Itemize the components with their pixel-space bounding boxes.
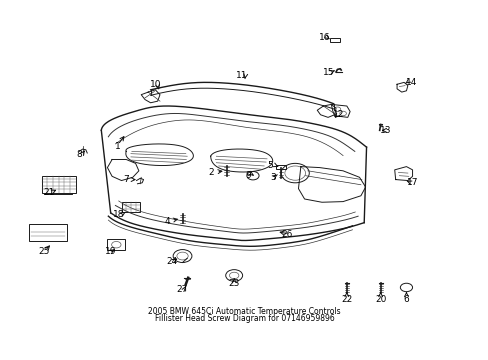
Text: 7: 7 — [123, 175, 129, 184]
Text: 12: 12 — [332, 110, 344, 119]
Bar — [121, 202, 140, 212]
Text: 11: 11 — [236, 71, 247, 80]
Text: 17: 17 — [406, 178, 417, 187]
Text: 3: 3 — [269, 173, 275, 182]
Text: 22: 22 — [341, 295, 352, 304]
Bar — [276, 165, 285, 168]
Text: 16: 16 — [318, 32, 329, 41]
Text: 21: 21 — [43, 188, 54, 197]
Text: 26: 26 — [281, 230, 292, 239]
Text: 27: 27 — [177, 285, 188, 294]
Text: 2: 2 — [208, 168, 214, 177]
Text: 25: 25 — [38, 247, 50, 256]
Text: 23: 23 — [228, 279, 240, 288]
Text: 5: 5 — [267, 161, 273, 171]
Text: 10: 10 — [149, 80, 161, 89]
Text: 9: 9 — [245, 171, 251, 180]
Bar — [107, 239, 125, 250]
Text: 20: 20 — [374, 295, 386, 304]
Text: 14: 14 — [405, 78, 416, 87]
Bar — [329, 38, 340, 42]
Text: 8: 8 — [76, 150, 82, 159]
Text: 1: 1 — [115, 142, 121, 151]
Text: 13: 13 — [379, 126, 390, 135]
Text: 4: 4 — [164, 216, 169, 225]
Text: 18: 18 — [113, 210, 124, 219]
Text: 19: 19 — [105, 247, 116, 256]
Bar — [41, 176, 75, 193]
Text: 24: 24 — [166, 257, 177, 266]
Text: Fillister Head Screw Diagram for 07146959896: Fillister Head Screw Diagram for 0714695… — [154, 314, 334, 323]
Bar — [29, 224, 67, 241]
Text: 15: 15 — [323, 68, 334, 77]
Text: 6: 6 — [403, 295, 408, 304]
Text: 2005 BMW 645Ci Automatic Temperature Controls: 2005 BMW 645Ci Automatic Temperature Con… — [148, 307, 340, 316]
